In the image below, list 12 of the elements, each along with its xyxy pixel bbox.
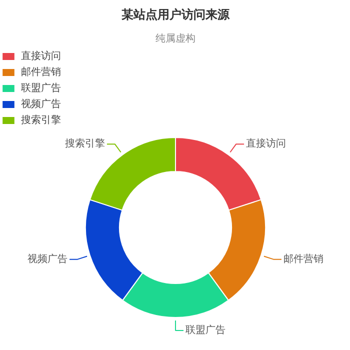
legend-label: 邮件营销	[21, 66, 61, 79]
legend-label: 直接访问	[21, 50, 61, 63]
slice-label: 联盟广告	[186, 324, 226, 336]
chart-subtitle: 纯属虚构	[156, 32, 196, 44]
legend-label: 搜索引擎	[21, 114, 61, 127]
legend-label: 联盟广告	[21, 82, 61, 95]
legend-label: 视频广告	[21, 98, 61, 111]
slice-label: 邮件营销	[283, 252, 324, 265]
slice-label: 视频广告	[28, 252, 68, 265]
slice-label: 直接访问	[246, 138, 286, 150]
chart-title: 某站点用户访问来源	[120, 8, 230, 22]
slice-label: 搜索引擎	[64, 138, 105, 150]
